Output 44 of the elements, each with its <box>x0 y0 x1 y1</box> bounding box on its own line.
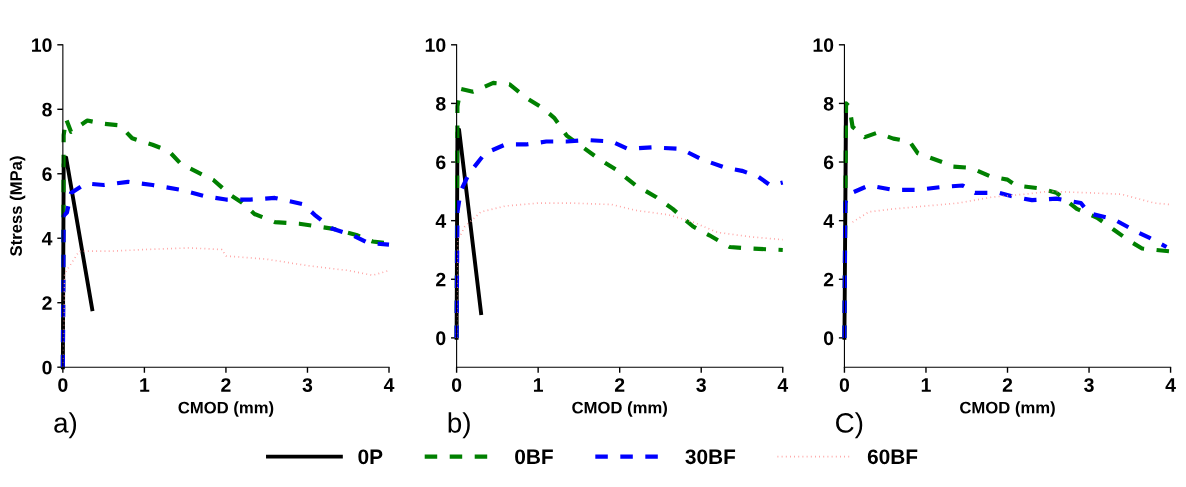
x-tick-label: 2 <box>1002 378 1013 392</box>
y-tick-label: 2 <box>436 272 446 287</box>
x-axis-title: CMOD (mm) <box>178 401 274 417</box>
y-tick-label: 8 <box>436 96 446 111</box>
y-tick-label: 0 <box>823 331 834 346</box>
x-axis-title: CMOD (mm) <box>960 401 1055 417</box>
x-tick-label: 2 <box>221 378 231 392</box>
y-tick-label: 6 <box>436 155 446 170</box>
x-tick-label: 1 <box>140 378 150 392</box>
y-tick-label: 0 <box>42 360 52 375</box>
x-tick-label: 2 <box>614 378 625 392</box>
x-tick-label: 1 <box>921 378 931 392</box>
legend-label: 60BF <box>867 449 918 465</box>
x-tick-label: 4 <box>1165 378 1176 392</box>
y-tick-label: 10 <box>425 38 446 53</box>
y-tick-label: 2 <box>42 296 52 310</box>
y-tick-label: 6 <box>823 155 834 170</box>
legend-label: 30BF <box>685 449 736 465</box>
x-tick-label: 4 <box>383 378 395 392</box>
y-tick-label: 10 <box>32 38 52 53</box>
y-tick-label: 4 <box>435 214 447 228</box>
y-axis-title: Stress (MPa) <box>9 156 26 256</box>
y-tick-label: 0 <box>436 331 446 346</box>
y-tick-label: 8 <box>823 96 834 111</box>
y-tick-label: 10 <box>813 38 834 53</box>
y-tick-label: 4 <box>41 231 53 246</box>
x-tick-label: 3 <box>696 378 706 392</box>
x-tick-label: 3 <box>1084 378 1094 392</box>
x-tick-label: 0 <box>451 378 462 392</box>
text: b) <box>448 412 470 439</box>
text: C) <box>836 412 863 439</box>
legend-label: 0P <box>358 449 383 465</box>
y-tick-label: 2 <box>823 272 834 287</box>
y-tick-label: 8 <box>42 102 52 117</box>
x-tick-label: 0 <box>839 378 850 392</box>
x-tick-label: 3 <box>302 378 313 392</box>
text: a) <box>54 412 77 439</box>
x-tick-label: 1 <box>533 378 544 392</box>
x-tick-label: 4 <box>777 378 789 392</box>
y-tick-label: 4 <box>823 214 834 228</box>
x-tick-label: 0 <box>58 378 68 392</box>
y-tick-label: 6 <box>42 167 52 181</box>
x-axis-title: CMOD (mm) <box>572 401 667 417</box>
legend-label: 0BF <box>515 449 553 465</box>
